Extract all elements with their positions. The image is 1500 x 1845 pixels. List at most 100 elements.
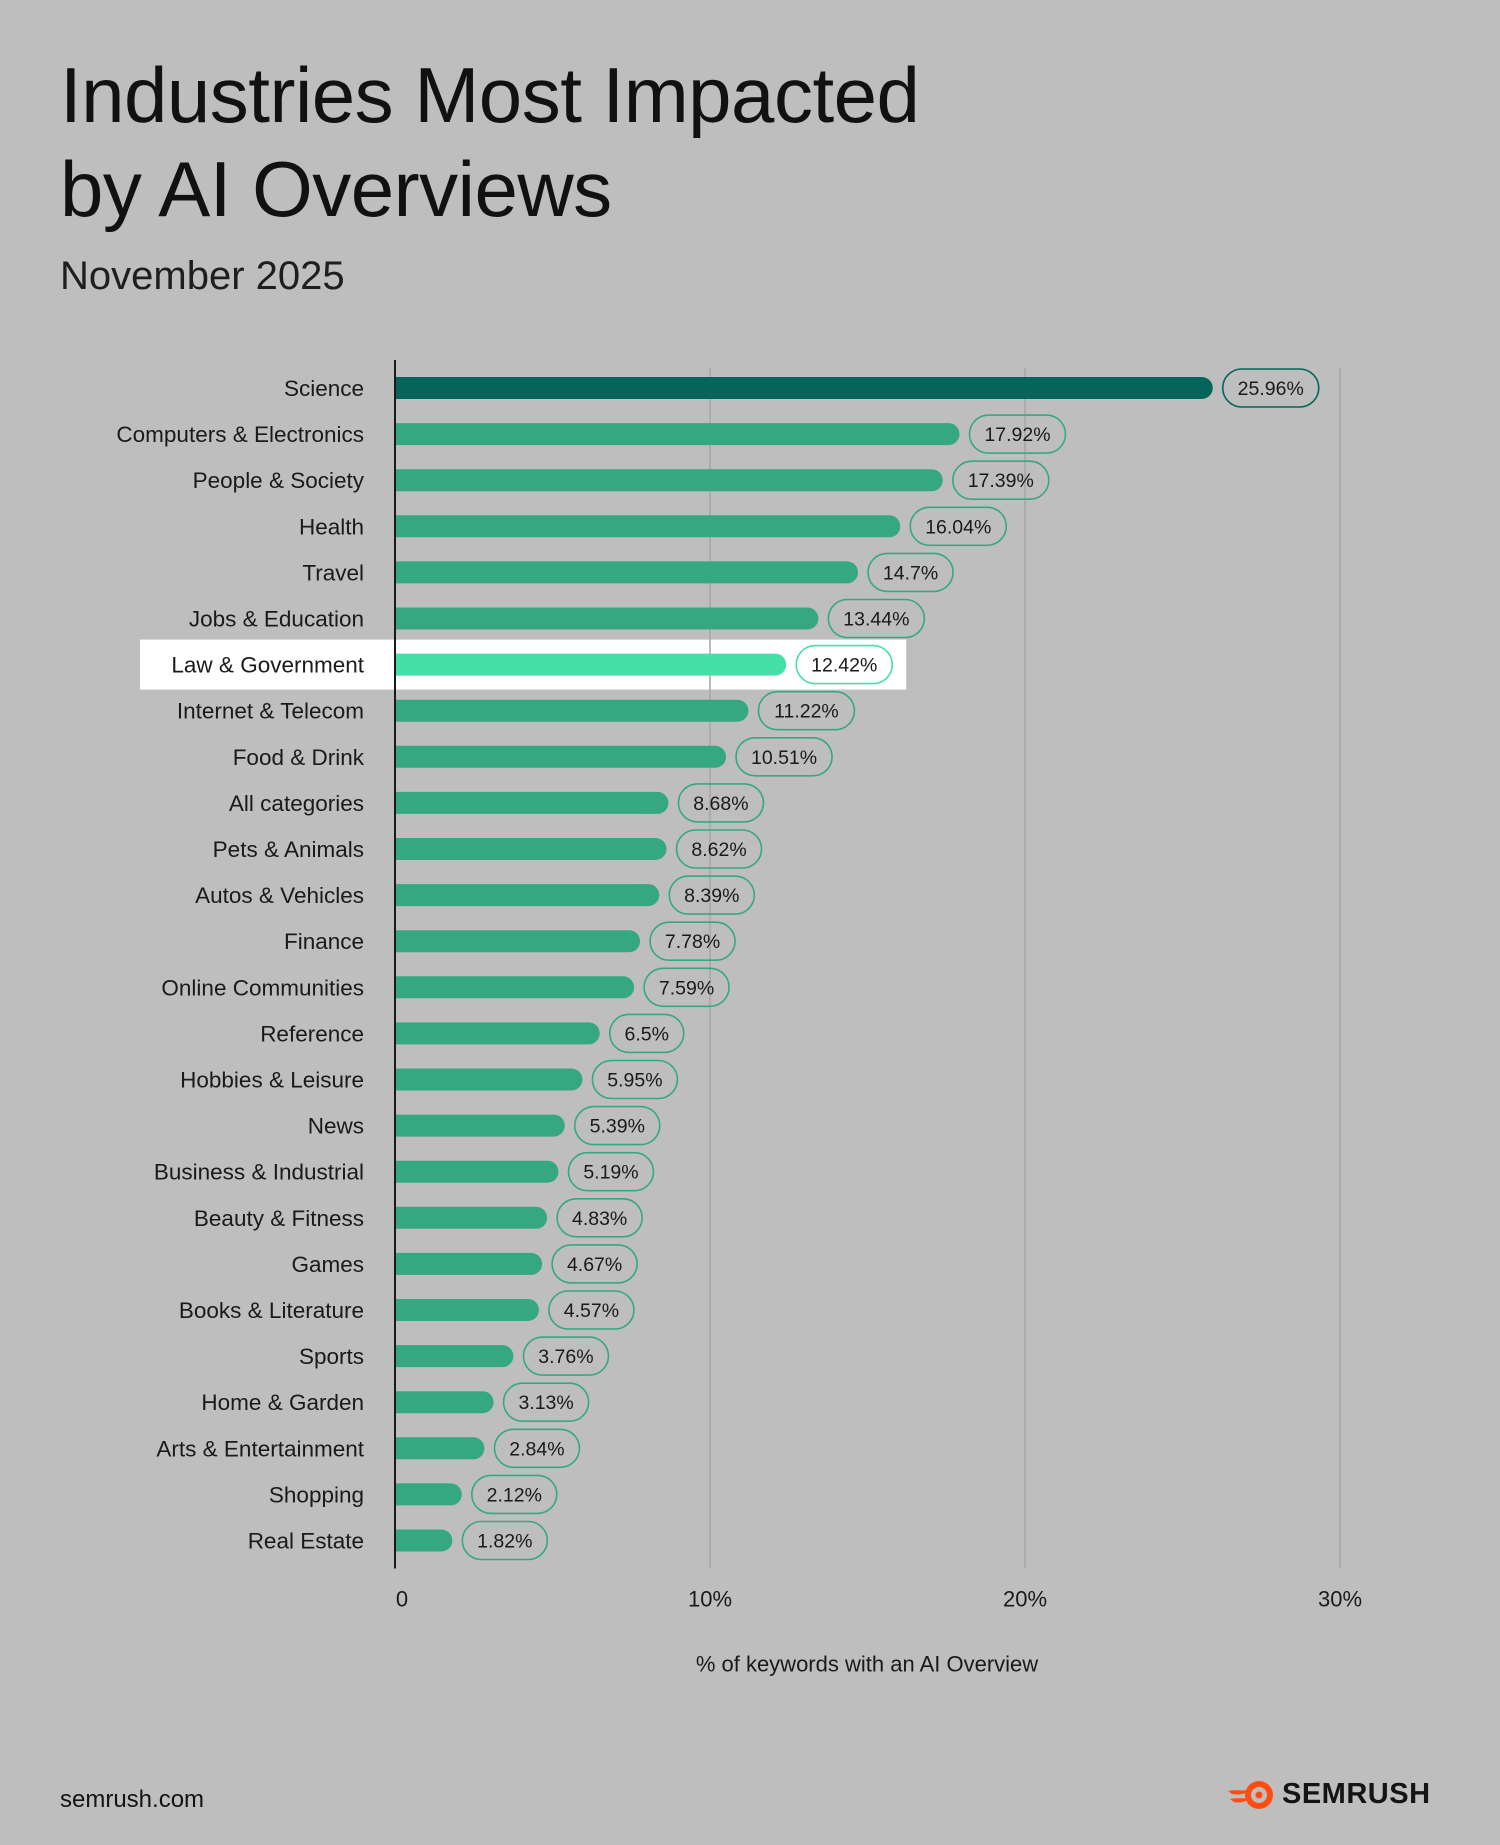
value-label: 3.76% bbox=[538, 1346, 593, 1368]
category-label: Online Communities bbox=[161, 975, 364, 1000]
category-label: Pets & Animals bbox=[213, 837, 364, 862]
bar bbox=[395, 930, 641, 953]
bar bbox=[395, 653, 787, 676]
value-pill bbox=[951, 460, 1050, 500]
category-label: People & Society bbox=[193, 468, 365, 493]
category-label: Beauty & Fitness bbox=[194, 1206, 364, 1231]
bar bbox=[395, 561, 859, 584]
value-pill bbox=[827, 598, 926, 639]
value-label: 3.13% bbox=[518, 1392, 573, 1414]
value-pill bbox=[522, 1336, 610, 1376]
value-pill bbox=[757, 690, 856, 731]
x-tick-label: 30% bbox=[1318, 1587, 1362, 1612]
value-pill bbox=[548, 1290, 635, 1330]
x-tick-label: 0 bbox=[396, 1587, 408, 1612]
value-label: 11.22% bbox=[774, 701, 839, 723]
bar bbox=[395, 745, 727, 768]
bar bbox=[395, 1252, 543, 1275]
bar bbox=[395, 607, 819, 630]
value-label: 2.84% bbox=[509, 1438, 564, 1460]
value-pill bbox=[649, 921, 736, 962]
category-label: Games bbox=[291, 1252, 364, 1277]
semrush-wordmark: SEMRUSH bbox=[1282, 1778, 1431, 1810]
value-label: 13.44% bbox=[843, 609, 909, 631]
bar bbox=[395, 377, 1213, 399]
bar bbox=[395, 884, 660, 907]
value-pill bbox=[567, 1151, 655, 1192]
value-label: 10.51% bbox=[751, 747, 817, 769]
bar bbox=[395, 1114, 565, 1137]
bar bbox=[395, 1529, 453, 1552]
semrush-logo[interactable]: SEMRUSH bbox=[1226, 1778, 1431, 1811]
category-label: All categories bbox=[229, 791, 364, 816]
value-pill bbox=[675, 829, 763, 869]
category-label: Books & Literature bbox=[179, 1298, 364, 1323]
value-label: 16.04% bbox=[925, 516, 991, 538]
bar-chart: Science 25.96% Computers & Electronics 17.9… bbox=[116, 360, 1362, 1677]
value-pill bbox=[556, 1197, 643, 1238]
value-label: 25.96% bbox=[1238, 378, 1304, 400]
value-pill bbox=[502, 1382, 590, 1422]
value-pill bbox=[493, 1428, 581, 1469]
value-pill bbox=[968, 414, 1067, 454]
category-label: Jobs & Education bbox=[189, 607, 364, 632]
category-label: Internet & Telecom bbox=[177, 699, 364, 724]
chart-subtitle: November 2025 bbox=[60, 254, 345, 298]
value-pill bbox=[591, 1059, 679, 1100]
category-label: Science bbox=[284, 376, 364, 401]
bar bbox=[395, 1483, 462, 1506]
value-label: 17.92% bbox=[984, 424, 1050, 446]
bar bbox=[395, 1437, 485, 1460]
value-pill bbox=[677, 783, 765, 823]
chart-title: Industries Most Impacted by AI Overviews bbox=[60, 48, 920, 236]
bar bbox=[395, 1345, 514, 1368]
value-pill bbox=[867, 552, 954, 593]
bar bbox=[395, 1299, 539, 1321]
value-label: 17.39% bbox=[968, 470, 1034, 492]
value-label: 5.39% bbox=[590, 1116, 645, 1138]
value-label: 5.19% bbox=[583, 1162, 638, 1184]
value-label: 4.67% bbox=[567, 1254, 622, 1276]
bar bbox=[395, 791, 669, 814]
category-label: Business & Industrial bbox=[154, 1160, 364, 1185]
bar bbox=[395, 699, 749, 722]
category-label: Law & Government bbox=[171, 653, 364, 678]
category-label: Arts & Entertainment bbox=[156, 1436, 364, 1461]
x-axis-label: % of keywords with an AI Overview bbox=[696, 1652, 1038, 1677]
category-label: News bbox=[308, 1114, 364, 1139]
value-label: 1.82% bbox=[477, 1531, 532, 1553]
category-label: Home & Garden bbox=[201, 1390, 364, 1415]
category-label: Autos & Vehicles bbox=[195, 883, 364, 908]
chart-title-line-2: by AI Overviews bbox=[60, 145, 612, 233]
bar bbox=[395, 1022, 600, 1045]
value-label: 8.68% bbox=[693, 793, 748, 815]
value-pill bbox=[735, 736, 833, 777]
chart-title-line-1: Industries Most Impacted bbox=[60, 51, 920, 139]
value-pill bbox=[470, 1474, 558, 1515]
category-label: Reference bbox=[260, 1021, 364, 1046]
category-label: Sports bbox=[299, 1344, 364, 1369]
value-pill bbox=[668, 875, 756, 915]
bar bbox=[395, 838, 667, 860]
bar bbox=[395, 1391, 494, 1414]
bar bbox=[395, 469, 943, 492]
value-pill bbox=[909, 506, 1008, 547]
bar bbox=[395, 976, 635, 999]
bar bbox=[395, 515, 901, 538]
value-pill bbox=[795, 644, 894, 685]
value-pill bbox=[573, 1105, 661, 1146]
value-label: 2.12% bbox=[487, 1484, 542, 1506]
value-label: 14.7% bbox=[883, 562, 938, 584]
value-pill bbox=[461, 1520, 549, 1561]
x-tick-label: 20% bbox=[1003, 1587, 1047, 1612]
semrush-flame-icon bbox=[1228, 1780, 1273, 1809]
value-pill bbox=[608, 1013, 685, 1054]
value-pill bbox=[551, 1244, 638, 1284]
x-tick-label: 10% bbox=[688, 1587, 732, 1612]
category-label: Health bbox=[299, 514, 364, 539]
value-label: 12.42% bbox=[811, 655, 877, 677]
value-label: 8.39% bbox=[684, 885, 739, 907]
category-label: Real Estate bbox=[248, 1529, 364, 1554]
category-label: Shopping bbox=[269, 1482, 364, 1507]
footer-site-url[interactable]: semrush.com bbox=[60, 1786, 205, 1813]
